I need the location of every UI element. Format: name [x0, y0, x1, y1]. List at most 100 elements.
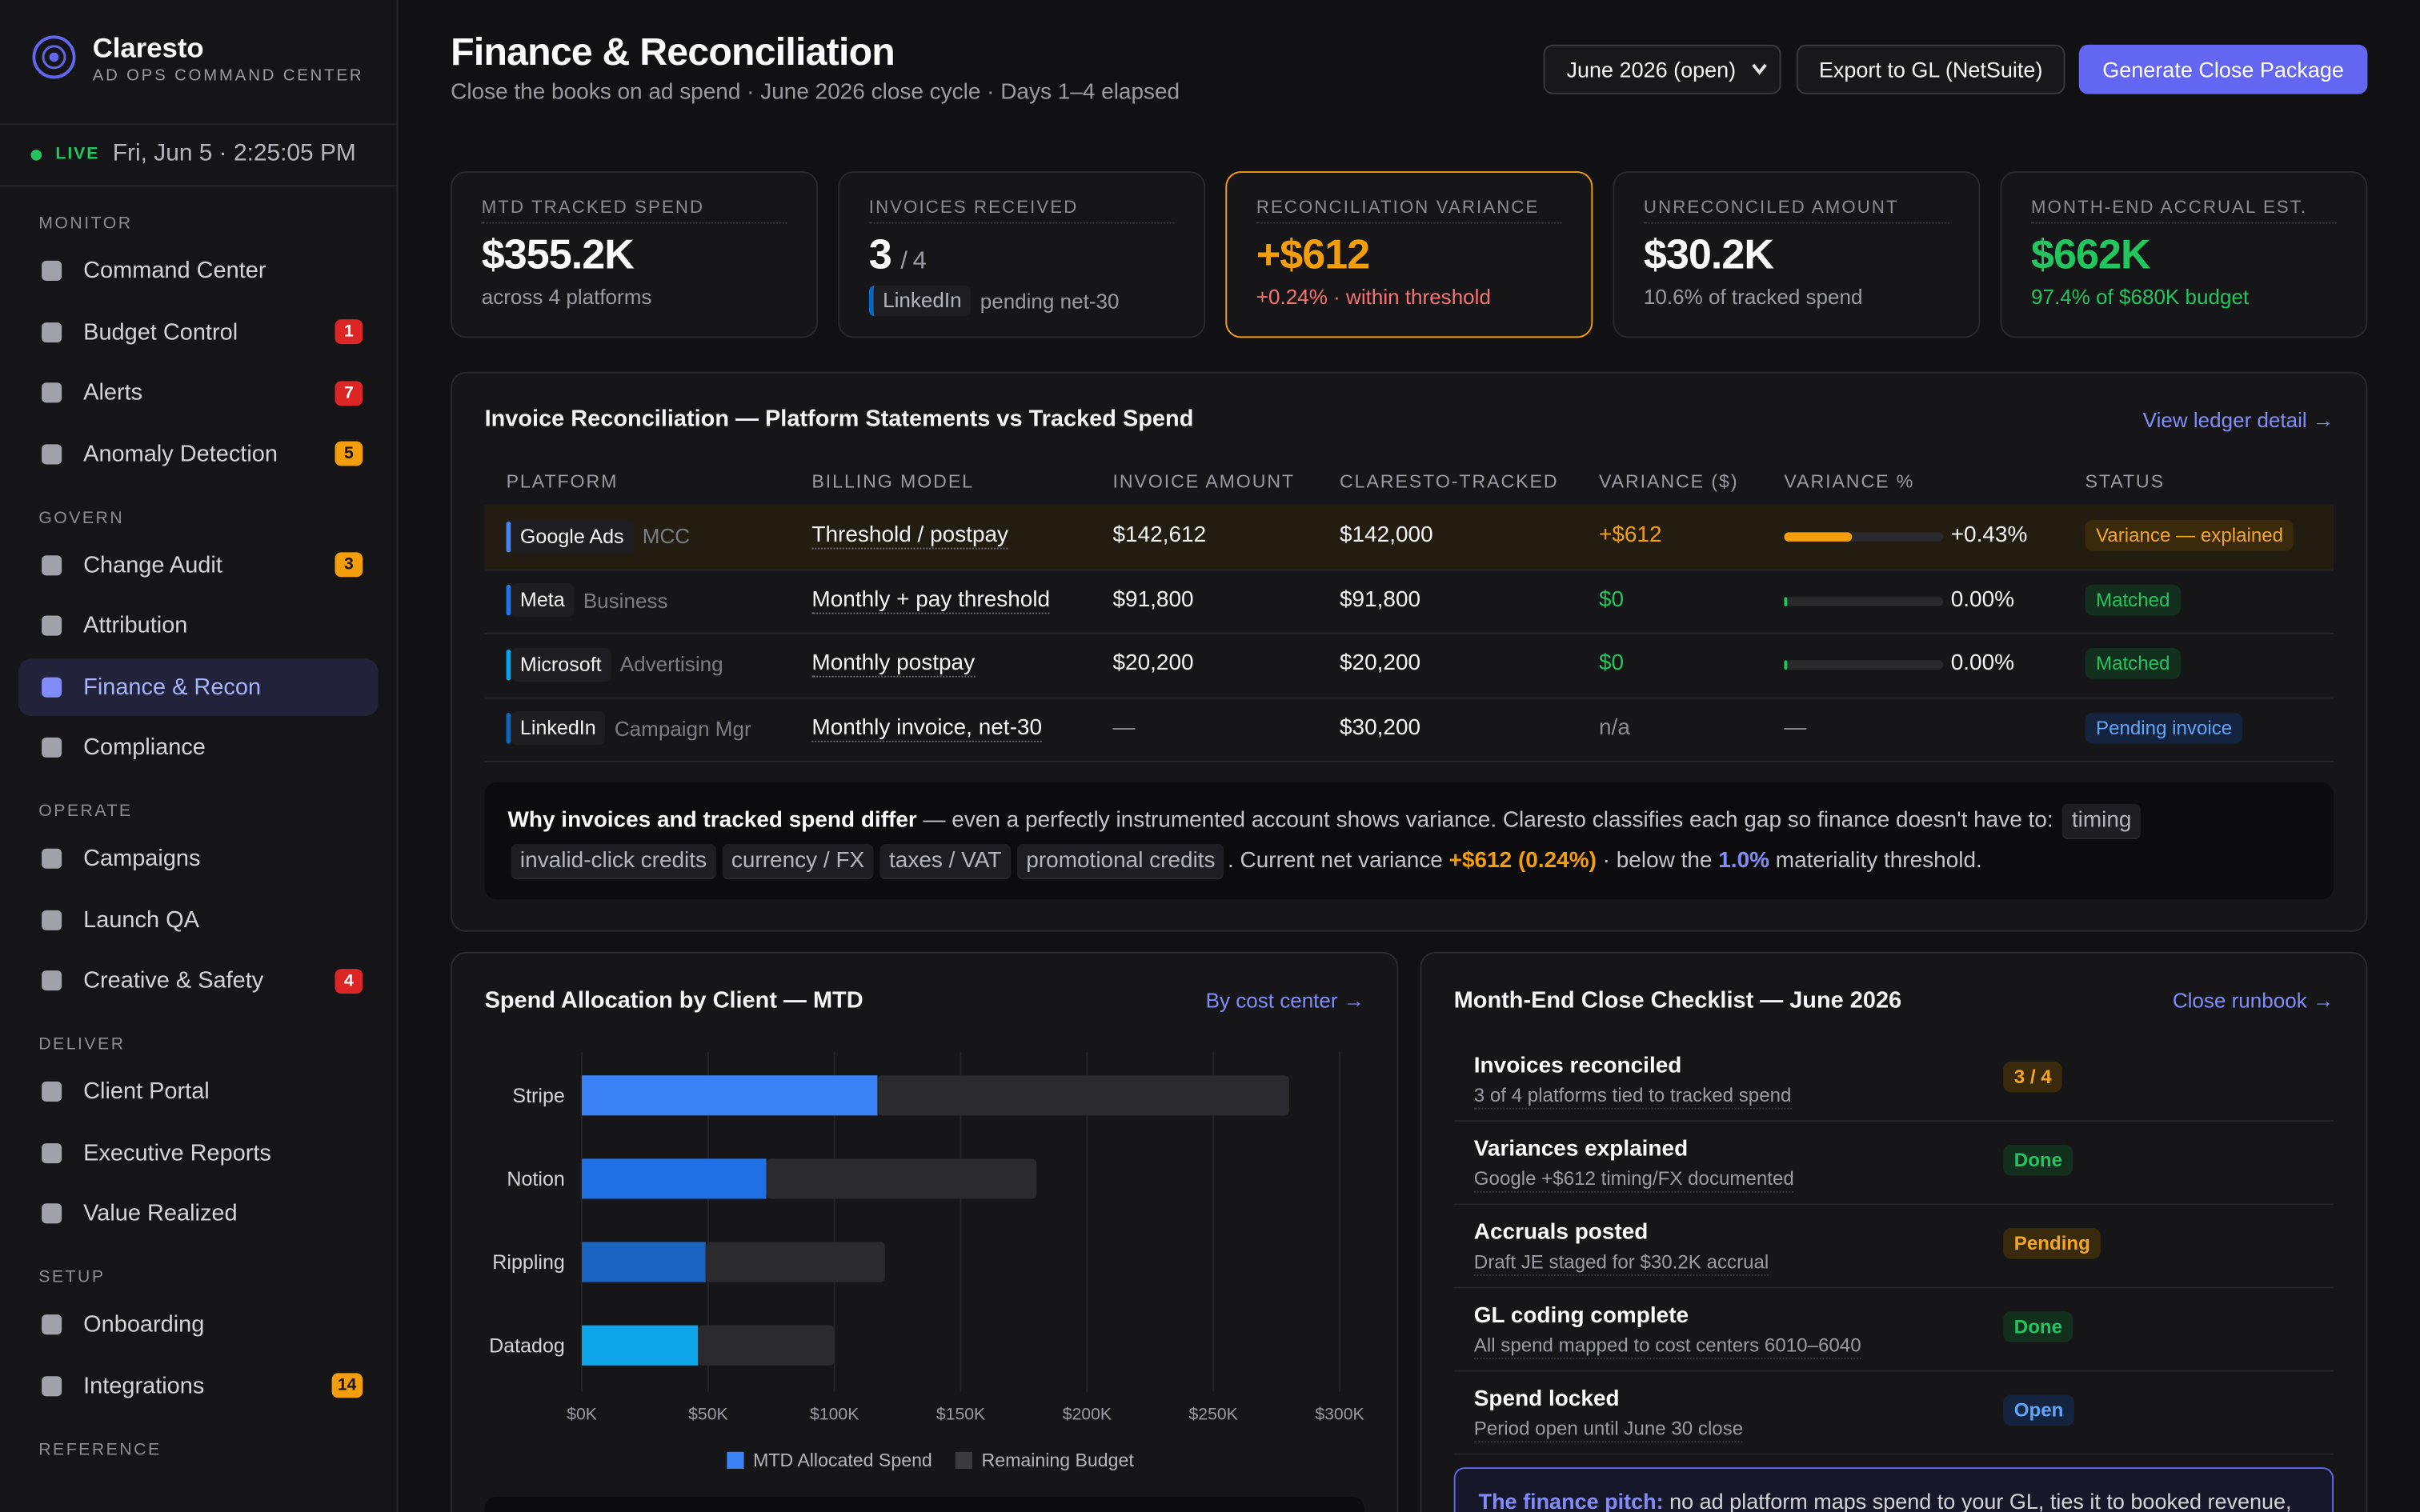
checklist-item: GL coding complete All spend mapped to co… [1453, 1286, 2334, 1372]
nav-label: Change Audit [83, 551, 222, 578]
nav-item[interactable]: Change Audit 3 [18, 536, 378, 593]
nav-item[interactable]: Creative & Safety 4 [18, 952, 378, 1009]
item-detail: All spend mapped to cost centers 6010–60… [1473, 1334, 1861, 1360]
x-tick-label: $200K [1063, 1405, 1112, 1423]
y-tick-label: Notion [507, 1168, 564, 1190]
variance-track [1784, 660, 1944, 670]
kpi-value: $662K [2031, 231, 2151, 279]
icon-shape [42, 1314, 62, 1335]
nav-item[interactable]: Value Realized [18, 1185, 378, 1242]
platform-name: LinkedIn [511, 711, 606, 746]
item-title: GL coding complete [1473, 1303, 1689, 1329]
tracked-amount: $20,200 [1339, 650, 1421, 676]
nav-badge: 7 [335, 380, 363, 406]
nav-badge: 4 [335, 968, 363, 994]
nav: MONITOR Command Center Budget Control 1 Aler… [0, 186, 397, 1468]
nav-item[interactable]: Anomaly Detection 5 [18, 425, 378, 482]
kpi-card: UNRECONCILED AMOUNT $30.2K 10.6% of tracke… [1613, 171, 1981, 338]
variance-amount: n/a [1598, 714, 1630, 740]
item-title: Variances explained [1473, 1137, 1689, 1162]
nav-badge: 5 [335, 441, 363, 466]
legend-swatch [727, 1451, 744, 1469]
bar [766, 1158, 1037, 1199]
icon-shape [42, 1142, 62, 1163]
variance-bar [1784, 660, 1788, 670]
variance-bar [1784, 596, 1788, 606]
nav-item[interactable]: Compliance [18, 719, 378, 776]
nav-item[interactable]: Attribution [18, 597, 378, 654]
card-link[interactable]: By cost center → [1205, 989, 1364, 1013]
x-tick-label: $150K [936, 1405, 985, 1423]
platform-name: Microsoft [511, 647, 611, 682]
nav-item[interactable]: Budget Control 1 [18, 303, 378, 360]
icon-shape [42, 676, 62, 697]
card-link[interactable]: View ledger detail → [2142, 409, 2334, 432]
period-select[interactable]: June 2026 (open) [1543, 44, 1781, 94]
nav-item[interactable]: Launch QA [18, 891, 378, 948]
generate-button[interactable]: Generate Close Package [2078, 44, 2368, 94]
nav-item[interactable]: Campaigns [18, 830, 378, 887]
kpi-number: 3 [868, 231, 892, 278]
kpi-card: RECONCILIATION VARIANCE +$612 +0.24% · wit… [1225, 171, 1593, 338]
kpi-note-text: across 4 platforms [481, 285, 652, 309]
platform-sub: Advertising [619, 652, 723, 676]
checklist-item: Spend locked Period open until June 30 cl… [1453, 1370, 2334, 1455]
legend-label: Remaining Budget [982, 1450, 1135, 1470]
logo [32, 35, 76, 79]
nav-label: Alerts [83, 379, 143, 406]
checklist-card: Month-End Close Checklist — June 2026 Cl… [1420, 951, 2368, 1512]
kpi-note: +0.24% · within threshold [1256, 286, 1491, 309]
status-pill: Done [2003, 1144, 2073, 1176]
nav-item[interactable]: Executive Reports [18, 1124, 378, 1181]
nav-label: Attribution [83, 612, 188, 639]
item-detail: Google +$612 timing/FX documented [1473, 1168, 1794, 1193]
icon-shape [42, 1081, 62, 1102]
checklist-item: Accruals posted Draft JE staged for $30.2… [1453, 1203, 2334, 1289]
note-text: · below the [1602, 848, 1713, 874]
note-threshold: 1.0% [1718, 848, 1770, 874]
nav-label: Onboarding [83, 1311, 205, 1338]
cause-chip: promotional credits [1016, 843, 1225, 880]
nav-badge: 3 [335, 552, 363, 578]
variance-track [1784, 532, 1944, 542]
nav-item[interactable]: Integrations 14 [18, 1357, 378, 1414]
bar [582, 1242, 706, 1282]
nav-item[interactable]: Client Portal [18, 1063, 378, 1120]
kpi-label: RECONCILIATION VARIANCE [1256, 199, 1562, 224]
cause-chip: currency / FX [722, 843, 874, 880]
billing-cell: Threshold / postpay [811, 505, 1009, 569]
variance-track [1784, 596, 1944, 606]
kpi-note: 10.6% of tracked spend [1644, 286, 1863, 309]
nav-item[interactable]: Onboarding [18, 1296, 378, 1353]
column-header: VARIANCE ($) [1598, 470, 1739, 493]
column-header: CLARESTO-TRACKED [1339, 470, 1559, 493]
card-link[interactable]: Close runbook → [2172, 989, 2334, 1013]
clock: Fri, Jun 5 · 2:25:05 PM [112, 140, 356, 167]
nav-label: Campaigns [83, 845, 201, 872]
kpi-value: $30.2K [1644, 231, 1774, 279]
y-tick-label: Datadog [489, 1334, 565, 1357]
nav-item[interactable]: Alerts 7 [18, 364, 378, 421]
bar [705, 1242, 885, 1282]
nav-item[interactable]: Finance & Recon [18, 658, 379, 715]
invoice-amount: $142,612 [1112, 522, 1207, 548]
variance-amount: $0 [1598, 650, 1625, 676]
export-button[interactable]: Export to GL (NetSuite) [1796, 44, 2065, 94]
cause-chip: timing [2062, 803, 2142, 840]
variance-amount: $0 [1598, 586, 1625, 612]
nav-label: Executive Reports [83, 1139, 271, 1166]
kpi-suffix: / 4 [900, 248, 926, 275]
kpi-label: INVOICES RECEIVED [868, 199, 1175, 224]
invoice-amount: $20,200 [1112, 650, 1194, 676]
y-tick-label: Stripe [512, 1085, 564, 1107]
nav-item[interactable]: Command Center [18, 242, 378, 299]
icon-shape [42, 615, 62, 636]
nav-section-title: MONITOR [38, 214, 133, 234]
variance-note: Why invoices and tracked spend differ — … [484, 782, 2334, 900]
kpi-note: 97.4% of $680K budget [2031, 286, 2249, 309]
status-cell: Matched [2085, 633, 2181, 697]
kpi-label: UNRECONCILED AMOUNT [1643, 199, 1949, 224]
x-tick-label: $250K [1189, 1405, 1238, 1423]
icon-shape [42, 260, 62, 281]
